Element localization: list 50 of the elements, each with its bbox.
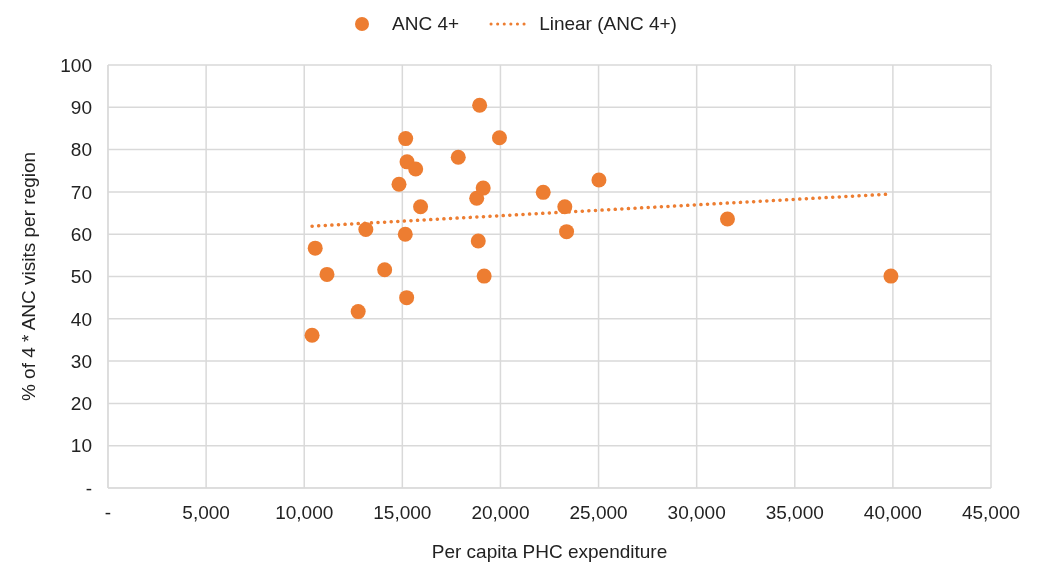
point [472, 97, 488, 113]
point [319, 266, 335, 282]
y-tick-label: 90 [70, 97, 92, 119]
y-tick-label: 40 [70, 308, 92, 330]
point [304, 327, 320, 343]
point [719, 211, 735, 227]
y-tick-label: 30 [70, 350, 92, 372]
point [450, 149, 466, 165]
point [350, 304, 366, 320]
point [397, 226, 413, 242]
x-tick-label: 5,000 [182, 502, 230, 524]
y-tick-label: 10 [70, 435, 92, 457]
x-axis-title: Per capita PHC expenditure [431, 541, 668, 562]
x-tick-label: 20,000 [471, 502, 530, 524]
x-tick-label: 45,000 [961, 502, 1021, 524]
point [559, 224, 575, 240]
point [591, 172, 607, 188]
point [535, 184, 551, 200]
x-tick-label: 15,000 [373, 502, 432, 524]
y-axis-title: % of 4 * ANC visits per region [17, 151, 39, 402]
x-tick-label: - [104, 502, 112, 524]
point [413, 199, 429, 215]
point [307, 240, 323, 256]
x-tick-label: 35,000 [765, 502, 824, 524]
point [475, 180, 491, 196]
y-tick-label: 60 [70, 223, 92, 245]
point [557, 199, 573, 215]
x-tick-label: 25,000 [569, 502, 628, 524]
point [883, 268, 899, 284]
x-tick-label: 40,000 [863, 502, 922, 524]
x-tick-label: 10,000 [275, 502, 334, 524]
point [377, 262, 393, 278]
x-tick-label: 30,000 [667, 502, 726, 524]
y-tick-label: 100 [60, 54, 92, 76]
point [476, 268, 492, 284]
point [491, 130, 507, 146]
y-tick-label: 50 [70, 266, 92, 288]
point [358, 222, 374, 238]
y-tick-label: 20 [70, 393, 92, 415]
legend-label: ANC 4+ [391, 13, 460, 35]
point [470, 233, 486, 249]
y-tick-label: 70 [70, 181, 92, 203]
point [391, 176, 407, 192]
y-tick-label: 80 [70, 139, 92, 161]
point [469, 190, 485, 206]
point [408, 161, 424, 177]
legend-label: Linear (ANC 4+) [538, 13, 677, 35]
point [399, 290, 415, 306]
point [398, 131, 414, 147]
y-tick-label: - [85, 477, 92, 499]
